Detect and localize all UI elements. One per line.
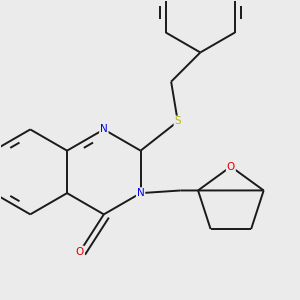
Text: O: O (76, 247, 84, 256)
Text: O: O (227, 162, 235, 172)
Text: S: S (175, 116, 181, 127)
Text: N: N (100, 124, 108, 134)
Text: N: N (137, 188, 145, 198)
